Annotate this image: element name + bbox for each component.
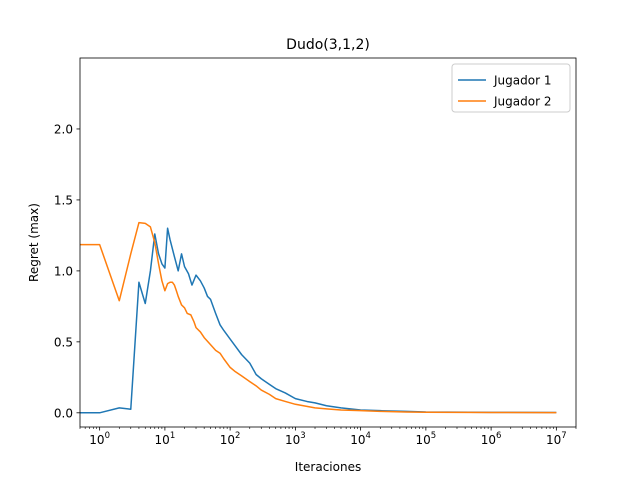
- y-tick-label: 2.0: [54, 122, 73, 136]
- x-axis-label: Iteraciones: [295, 460, 361, 474]
- x-tick-label: 103: [285, 431, 306, 447]
- y-tick-label: 0.5: [54, 335, 73, 349]
- x-tick-label: 101: [155, 431, 176, 447]
- legend-label: Jugador 2: [493, 95, 551, 109]
- series-line-jugador-2: [80, 221, 557, 414]
- y-tick-label: 1.5: [54, 193, 73, 207]
- x-tick-label: 102: [220, 431, 241, 447]
- y-axis-label: Regret (max): [27, 203, 41, 282]
- ticks-layer: 100 101 102 103 104 105 106 107 0.0 0.5 1.0 1.5 2.0: [54, 122, 577, 447]
- axes-frame: [79, 57, 577, 428]
- chart-title: Dudo(3,1,2): [286, 37, 370, 53]
- series-line-jugador-1: [80, 227, 557, 414]
- y-tick-label: 0.0: [54, 406, 73, 420]
- legend-box: [451, 63, 571, 113]
- x-tick-label: 106: [481, 431, 502, 447]
- legend: Jugador 1 Jugador 2: [451, 63, 571, 113]
- plot-layer: [80, 221, 557, 414]
- x-tick-label: 100: [89, 431, 110, 447]
- x-tick-label: 105: [416, 431, 437, 447]
- legend-label: Jugador 1: [493, 74, 551, 88]
- x-tick-label: 104: [350, 431, 371, 447]
- x-tick-label: 107: [546, 431, 567, 447]
- y-tick-label: 1.0: [54, 264, 73, 278]
